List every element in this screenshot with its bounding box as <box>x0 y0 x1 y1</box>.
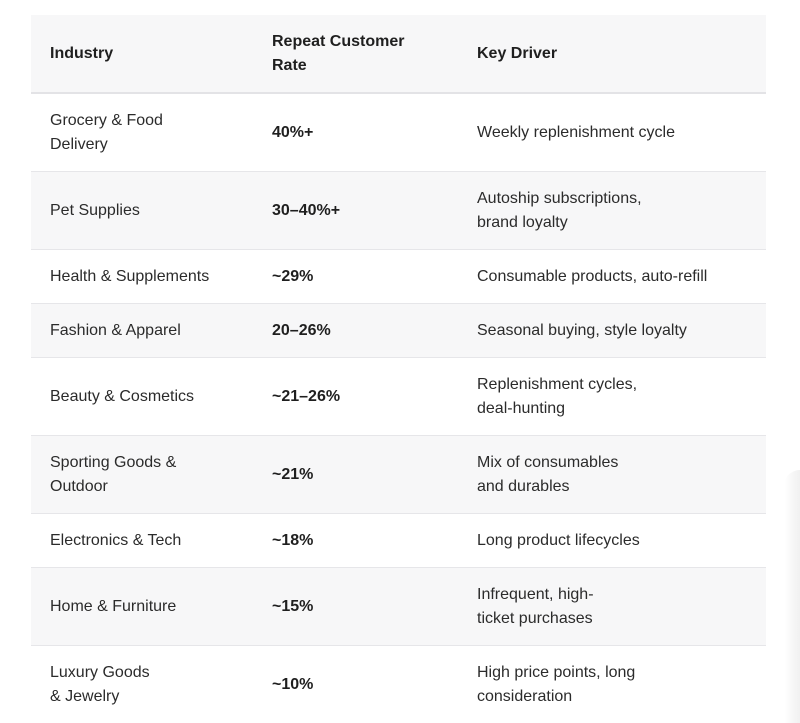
driver-cell: Infrequent, high- ticket purchases <box>462 567 766 646</box>
header-industry: Industry <box>31 15 257 94</box>
driver-cell: High price points, long consideration <box>477 663 636 705</box>
industry-cell: Pet Supplies <box>31 171 257 250</box>
table-header: Industry Repeat Customer Rate Key Driver <box>31 15 766 94</box>
rate-cell: ~15% <box>257 567 462 646</box>
table-row: Luxury Goods & Jewelry ~10% High price p… <box>31 646 766 723</box>
rate-cell: 20–26% <box>257 303 462 358</box>
driver-cell: Weekly replenishment cycle <box>462 93 766 172</box>
rate-cell: ~29% <box>257 249 462 304</box>
table-row: Electronics & Tech ~18% Long product lif… <box>31 513 766 568</box>
driver-cell: Mix of consumables and durables <box>462 435 766 514</box>
driver-cell: Replenishment cycles, deal-hunting <box>462 357 766 436</box>
table-row: Home & Furniture ~15% Infrequent, high- … <box>31 567 766 646</box>
driver-cell: Long product lifecycles <box>462 513 766 568</box>
table-row: Grocery & Food Delivery 40%+ Weekly repl… <box>31 93 766 172</box>
driver-cell: Seasonal buying, style loyalty <box>462 303 766 358</box>
table-body: Grocery & Food Delivery 40%+ Weekly repl… <box>31 93 766 723</box>
industry-cell: Electronics & Tech <box>31 513 257 568</box>
rate-cell: 40%+ <box>257 93 462 172</box>
table-row: Pet Supplies 30–40%+ Autoship subscripti… <box>31 171 766 250</box>
rate-cell: ~10% <box>272 675 314 693</box>
header-repeat-customer-rate: Repeat Customer Rate <box>257 15 462 94</box>
table-row: Beauty & Cosmetics ~21–26% Replenishment… <box>31 357 766 436</box>
rate-cell: ~21% <box>257 435 462 514</box>
rate-cell: ~18% <box>257 513 462 568</box>
industry-cell: Home & Furniture <box>31 567 257 646</box>
industry-cell: Health & Supplements <box>31 249 257 304</box>
driver-cell: Consumable products, auto-refill <box>462 249 766 304</box>
rate-cell: 30–40%+ <box>257 171 462 250</box>
table-row: Fashion & Apparel 20–26% Seasonal buying… <box>31 303 766 358</box>
industry-repeat-rate-table: Industry Repeat Customer Rate Key Driver… <box>31 15 766 723</box>
industry-cell: Beauty & Cosmetics <box>31 357 257 436</box>
header-key-driver: Key Driver <box>462 15 766 94</box>
industry-cell: Sporting Goods & Outdoor <box>31 435 257 514</box>
industry-repeat-rate-table-container: Industry Repeat Customer Rate Key Driver… <box>31 15 766 723</box>
industry-cell: Fashion & Apparel <box>31 303 257 358</box>
header-row: Industry Repeat Customer Rate Key Driver <box>31 15 766 94</box>
rate-cell: ~21–26% <box>257 357 462 436</box>
industry-cell: Grocery & Food Delivery <box>31 93 257 172</box>
industry-cell: Luxury Goods & Jewelry <box>50 663 150 705</box>
driver-cell: Autoship subscriptions, brand loyalty <box>462 171 766 250</box>
edge-shadow <box>784 470 800 723</box>
table-row: Health & Supplements ~29% Consumable pro… <box>31 249 766 304</box>
table-row: Sporting Goods & Outdoor ~21% Mix of con… <box>31 435 766 514</box>
